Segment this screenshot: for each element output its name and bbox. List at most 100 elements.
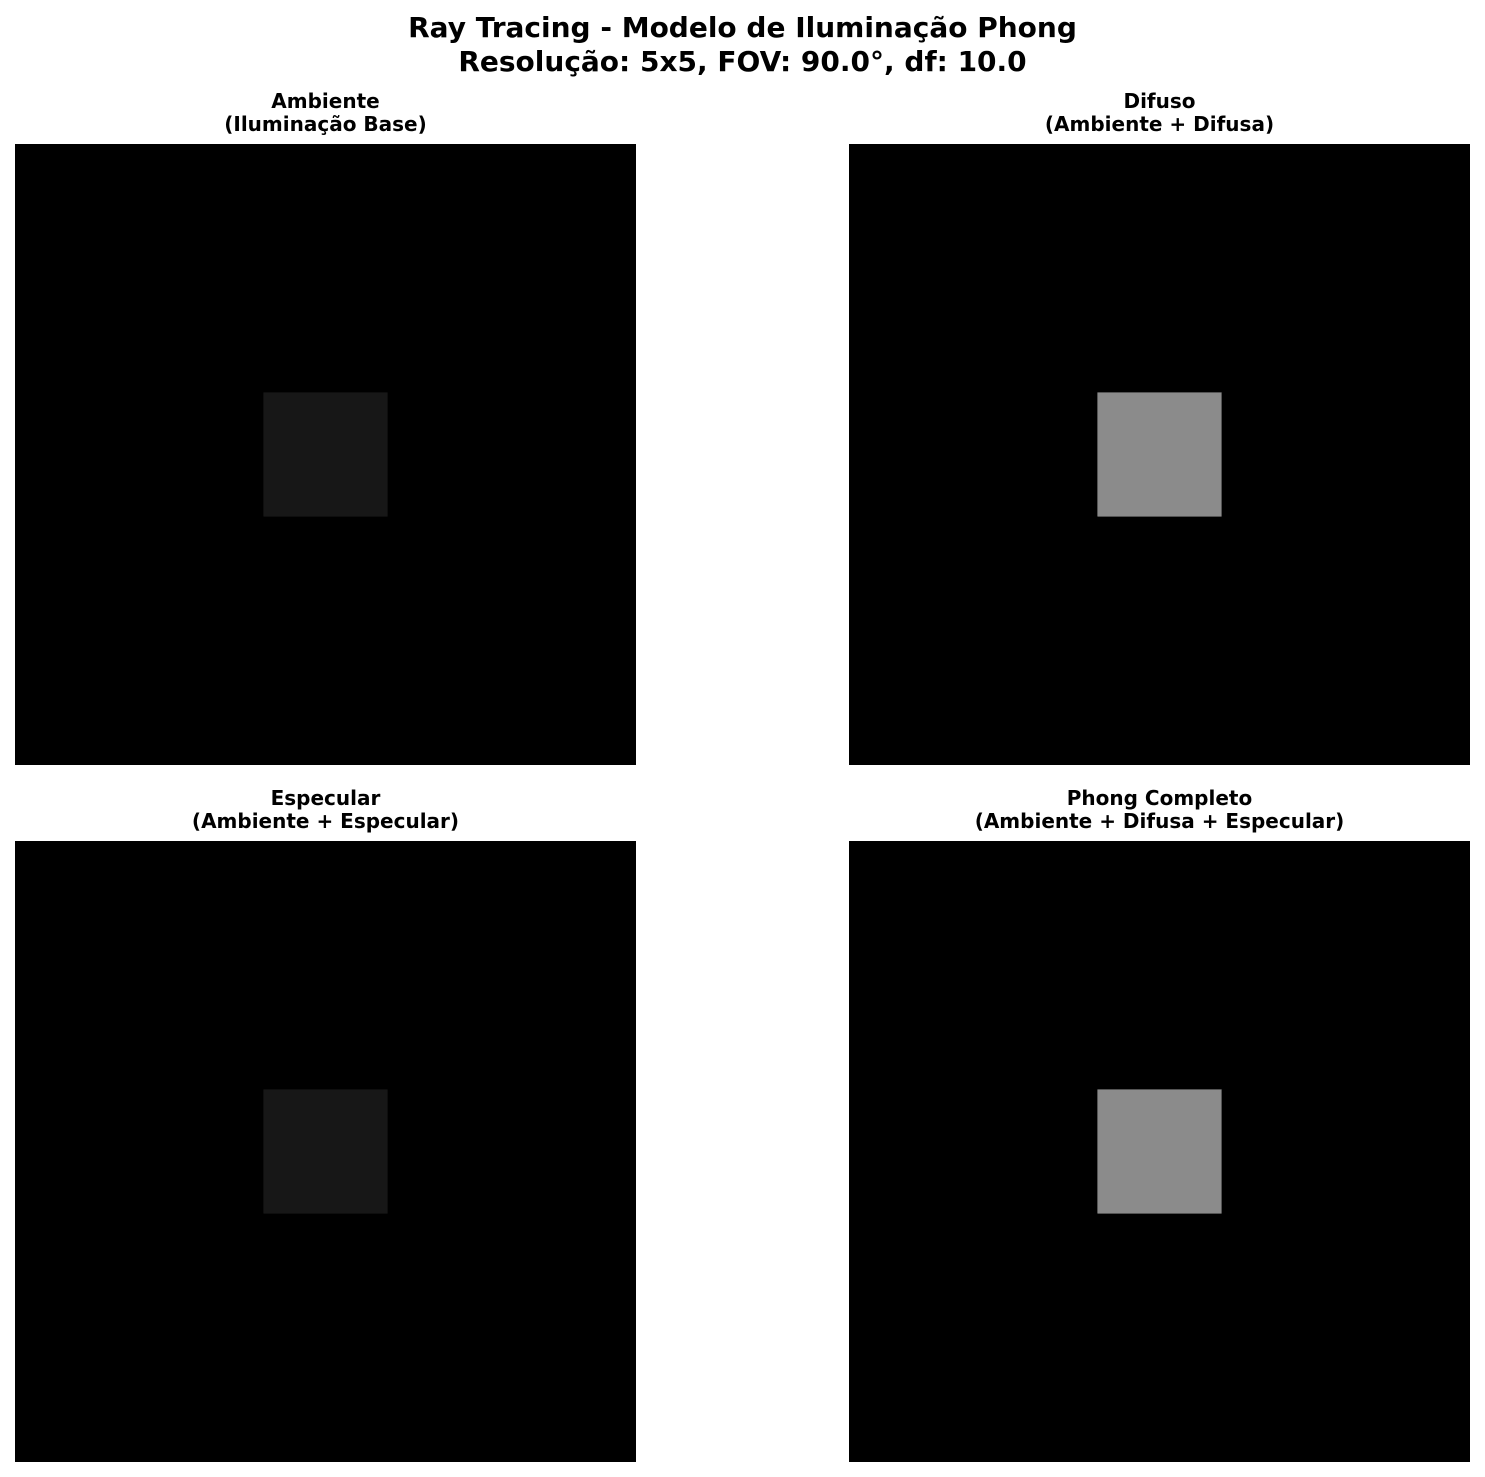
heatmap-pixel-r0-c2 — [263, 841, 389, 966]
heatmap-pixel-r3-c0 — [15, 516, 140, 642]
heatmap-pixel-r3-c3 — [1221, 1213, 1347, 1339]
heatmap-pixel-r0-c3 — [387, 144, 513, 269]
heatmap-pixel-r0-c2 — [263, 144, 389, 269]
figure-title: Ray Tracing - Modelo de Iluminação Phong — [408, 11, 1077, 44]
panel-subtitle-line: (Ambiente + Especular) — [191, 809, 460, 833]
heatmap-pixel-r1-c0 — [849, 965, 974, 1090]
heatmap-pixel-r4-c2 — [1097, 1337, 1223, 1462]
panel-title-line: Phong Completo — [1066, 786, 1253, 810]
heatmap-pixel-r3-c4 — [511, 516, 636, 642]
heatmap-pixel-r0-c1 — [973, 144, 1098, 269]
heatmap-pixel-r4-c3 — [1221, 640, 1347, 765]
heatmap-pixel-r4-c2 — [1097, 640, 1223, 765]
heatmap-pixel-r0-c4 — [1345, 144, 1470, 269]
heatmap-pixel-r1-c0 — [15, 268, 140, 393]
heatmap-pixel-r1-c4 — [511, 965, 636, 1090]
heatmap-pixel-r4-c4 — [511, 640, 636, 765]
heatmap-pixel-r2-c1 — [973, 1089, 1098, 1215]
heatmap-pixel-r4-c4 — [1345, 1337, 1470, 1462]
heatmap-pixel-r4-c0 — [849, 640, 974, 765]
heatmap-pixel-r0-c0 — [849, 144, 974, 269]
heatmap-pixel-r2-c0 — [15, 392, 140, 518]
heatmap-pixel-r3-c0 — [15, 1213, 140, 1339]
heatmap-pixel-r4-c0 — [15, 1337, 140, 1462]
heatmap-pixel-r1-c1 — [139, 268, 264, 393]
panel-subtitle-line: (Iluminação Base) — [224, 112, 427, 136]
panel-ambiente-image — [15, 144, 636, 765]
heatmap-pixel-r3-c4 — [511, 1213, 636, 1339]
heatmap-pixel-r4-c1 — [973, 640, 1098, 765]
heatmap-pixel-r0-c4 — [511, 841, 636, 966]
heatmap-pixel-r3-c2 — [263, 1213, 389, 1339]
heatmap-pixel-r2-c2 — [1097, 392, 1223, 518]
heatmap-pixel-r4-c1 — [139, 1337, 264, 1462]
heatmap-pixel-r3-c4 — [1345, 1213, 1470, 1339]
heatmap-pixel-r0-c4 — [1345, 841, 1470, 966]
heatmap-pixel-r3-c2 — [1097, 1213, 1223, 1339]
heatmap-pixel-r1-c4 — [1345, 965, 1470, 1090]
heatmap-pixel-r2-c3 — [1221, 1089, 1347, 1215]
heatmap-pixel-r1-c2 — [1097, 965, 1223, 1090]
heatmap-pixel-r1-c4 — [511, 268, 636, 393]
heatmap-pixel-r4-c3 — [1221, 1337, 1347, 1462]
heatmap-pixel-r4-c4 — [1345, 640, 1470, 765]
heatmap-pixel-r4-c2 — [263, 1337, 389, 1462]
heatmap-pixel-r4-c3 — [387, 640, 513, 765]
heatmap-pixel-r1-c3 — [387, 965, 513, 1090]
heatmap-pixel-r3-c2 — [1097, 516, 1223, 642]
heatmap-pixel-r3-c1 — [139, 516, 264, 642]
heatmap-pixel-r0-c0 — [15, 841, 140, 966]
heatmap-pixel-r2-c2 — [263, 392, 389, 518]
heatmap-pixel-r3-c0 — [849, 1213, 974, 1339]
panel-ambiente-title: Ambiente (Iluminação Base) — [15, 90, 636, 136]
heatmap-pixel-r4-c0 — [15, 640, 140, 765]
heatmap-pixel-r3-c3 — [1221, 516, 1347, 642]
heatmap-pixel-r2-c0 — [849, 392, 974, 518]
panel-subtitle-line: (Ambiente + Difusa + Especular) — [974, 809, 1345, 833]
heatmap-pixel-r2-c0 — [15, 1089, 140, 1215]
heatmap-pixel-r2-c2 — [1097, 1089, 1223, 1215]
heatmap-pixel-r2-c0 — [849, 1089, 974, 1215]
heatmap-pixel-r1-c1 — [139, 965, 264, 1090]
heatmap-pixel-r4-c1 — [973, 1337, 1098, 1462]
heatmap-pixel-r2-c1 — [973, 392, 1098, 518]
panel-title-line: Especular — [270, 786, 381, 810]
heatmap-pixel-r0-c1 — [139, 144, 264, 269]
heatmap-pixel-r0-c3 — [1221, 144, 1347, 269]
panel-title-line: Difuso — [1123, 89, 1196, 113]
heatmap-pixel-r2-c1 — [139, 1089, 264, 1215]
heatmap-pixel-r0-c0 — [15, 144, 140, 269]
heatmap-pixel-r2-c4 — [1345, 1089, 1470, 1215]
panel-title-line: Ambiente — [271, 89, 380, 113]
heatmap-pixel-r1-c2 — [263, 268, 389, 393]
heatmap-pixel-r3-c1 — [973, 1213, 1098, 1339]
heatmap-pixel-r3-c2 — [263, 516, 389, 642]
heatmap-pixel-r4-c1 — [139, 640, 264, 765]
panel-subtitle-line: (Ambiente + Difusa) — [1044, 112, 1275, 136]
heatmap-pixel-r1-c0 — [849, 268, 974, 393]
heatmap-pixel-r0-c2 — [1097, 144, 1223, 269]
heatmap-pixel-r4-c3 — [387, 1337, 513, 1462]
heatmap-pixel-r2-c3 — [387, 392, 513, 518]
heatmap-pixel-r1-c0 — [15, 965, 140, 1090]
heatmap-pixel-r0-c2 — [1097, 841, 1223, 966]
heatmap-pixel-r0-c1 — [973, 841, 1098, 966]
heatmap-pixel-r0-c4 — [511, 144, 636, 269]
panel-phong-completo-image — [849, 841, 1470, 1462]
heatmap-pixel-r2-c4 — [511, 392, 636, 518]
heatmap-pixel-r1-c1 — [973, 268, 1098, 393]
heatmap-pixel-r0-c1 — [139, 841, 264, 966]
heatmap-pixel-r2-c3 — [387, 1089, 513, 1215]
figure-subtitle: Resolução: 5x5, FOV: 90.0°, df: 10.0 — [458, 45, 1027, 78]
heatmap-pixel-r3-c3 — [387, 516, 513, 642]
heatmap-pixel-r4-c4 — [511, 1337, 636, 1462]
heatmap-pixel-r3-c1 — [139, 1213, 264, 1339]
heatmap-pixel-r2-c4 — [511, 1089, 636, 1215]
panel-especular-title: Especular (Ambiente + Especular) — [15, 787, 636, 833]
heatmap-pixel-r2-c2 — [263, 1089, 389, 1215]
panel-difuso-image — [849, 144, 1470, 765]
heatmap-pixel-r2-c3 — [1221, 392, 1347, 518]
heatmap-pixel-r4-c0 — [849, 1337, 974, 1462]
panel-especular-image — [15, 841, 636, 1462]
heatmap-pixel-r3-c4 — [1345, 516, 1470, 642]
